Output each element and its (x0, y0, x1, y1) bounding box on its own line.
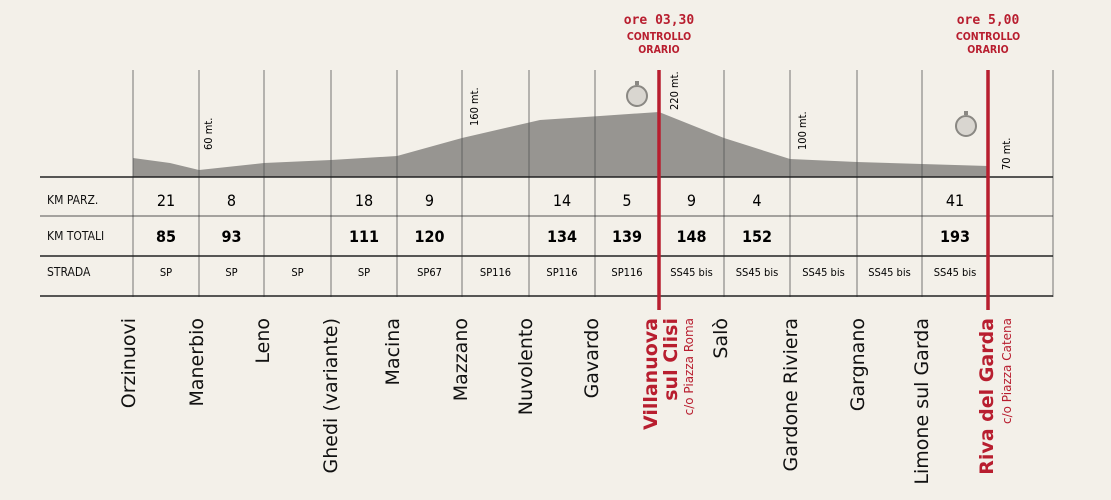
altitude-label: 160 mt. (468, 87, 481, 126)
strada-cell: SP116 (546, 266, 577, 279)
place-name: Ghedi (variante) (320, 318, 342, 473)
place-label-group: Riva del Garda c/o Piazza Catena (976, 318, 1014, 475)
km-totali-cell: 93 (221, 227, 241, 246)
place-name: Manerbio (186, 318, 208, 407)
place-name: Mazzano (450, 318, 472, 401)
stopwatch-icon (964, 111, 968, 115)
place-name: Gardone Riviera (780, 318, 802, 471)
row-label-strada: STRADA (47, 265, 91, 279)
stopwatch-icon (955, 115, 977, 137)
km-parz-cell: 21 (157, 191, 175, 210)
control-label: ORARIO (638, 44, 679, 56)
strada-cell: SP (291, 266, 303, 279)
row-label-km_parz: KM PARZ. (47, 193, 98, 207)
strada-cell: SS45 bis (802, 266, 845, 279)
km-parz-cell: 9 (687, 191, 696, 210)
place-name-highlight: Villanuova (640, 318, 662, 430)
km-parz-cell: 14 (553, 191, 571, 210)
place-name: Nuvolento (515, 318, 537, 415)
altitude-label: 100 mt. (796, 111, 809, 150)
control-time: ore 03,30 (624, 13, 695, 28)
place-name: Gargnano (847, 318, 869, 411)
km-totali-cell: 134 (547, 227, 577, 246)
place-name-highlight: sul Clisi (660, 318, 682, 401)
km-totali-cell: 139 (612, 227, 642, 246)
strada-cell: SP116 (611, 266, 642, 279)
km-parz-cell: 8 (227, 191, 236, 210)
control-label: ORARIO (967, 44, 1008, 56)
strada-cell: SP116 (480, 266, 511, 279)
strada-cell: SS45 bis (934, 266, 977, 279)
strada-cell: SS45 bis (670, 266, 713, 279)
place-sub: c/o Piazza Roma (682, 318, 696, 415)
km-totali-cell: 111 (349, 227, 379, 246)
elevation-profile (133, 112, 988, 177)
row-label-km_totali: KM TOTALI (47, 229, 104, 243)
place-name: Limone sul Garda (911, 318, 933, 485)
place-name: Salò (710, 318, 732, 359)
place-name: Leno (252, 318, 274, 364)
altitude-label: 60 mt. (202, 118, 215, 150)
place-name: Gavardo (581, 318, 603, 398)
km-parz-cell: 4 (752, 191, 761, 210)
strada-cell: SS45 bis (868, 266, 911, 279)
km-totali-cell: 148 (676, 227, 706, 246)
control-label: CONTROLLO (627, 31, 691, 43)
km-parz-cell: 9 (425, 191, 434, 210)
strada-cell: SP (358, 266, 370, 279)
km-parz-cell: 18 (355, 191, 373, 210)
km-parz-cell: 5 (622, 191, 631, 210)
control-time: ore 5,00 (957, 13, 1020, 28)
strada-cell: SP (225, 266, 237, 279)
altitude-label: 220 mt. (668, 71, 681, 110)
km-totali-cell: 85 (156, 227, 176, 246)
km-totali-cell: 120 (414, 227, 444, 246)
km-totali-cell: 193 (940, 227, 970, 246)
place-name-highlight: Riva del Garda (976, 318, 998, 475)
place-name: Macina (382, 318, 404, 385)
control-label: CONTROLLO (956, 31, 1020, 43)
stopwatch-icon (626, 85, 648, 107)
strada-cell: SP67 (417, 266, 442, 279)
km-parz-cell: 41 (946, 191, 964, 210)
place-sub: c/o Piazza Catena (1000, 318, 1014, 424)
altitude-label: 70 mt. (1000, 138, 1013, 170)
km-totali-cell: 152 (742, 227, 772, 246)
strada-cell: SP (160, 266, 172, 279)
strada-cell: SS45 bis (736, 266, 779, 279)
stopwatch-icon (635, 81, 639, 85)
place-name: Orzinuovi (118, 318, 140, 408)
